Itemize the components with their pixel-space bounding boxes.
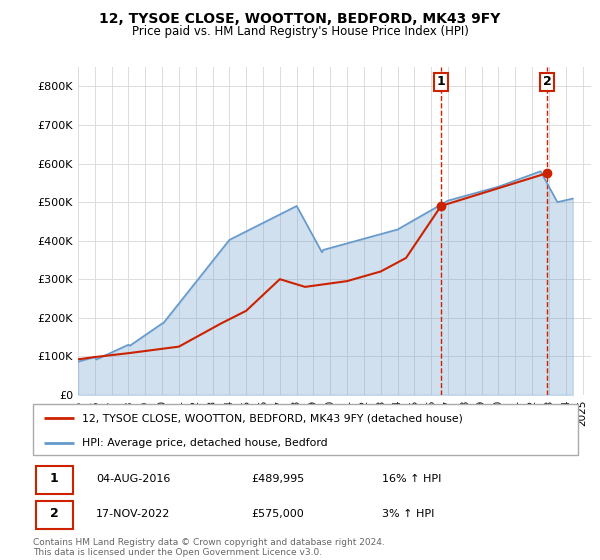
Text: 2: 2 xyxy=(50,507,59,520)
Text: 12, TYSOE CLOSE, WOOTTON, BEDFORD, MK43 9FY (detached house): 12, TYSOE CLOSE, WOOTTON, BEDFORD, MK43 … xyxy=(82,413,463,423)
Text: 16% ↑ HPI: 16% ↑ HPI xyxy=(382,474,442,484)
Text: Price paid vs. HM Land Registry's House Price Index (HPI): Price paid vs. HM Land Registry's House … xyxy=(131,25,469,38)
Text: HPI: Average price, detached house, Bedford: HPI: Average price, detached house, Bedf… xyxy=(82,437,328,447)
Bar xyxy=(36,466,73,494)
Text: 1: 1 xyxy=(437,76,445,88)
Text: 04-AUG-2016: 04-AUG-2016 xyxy=(96,474,170,484)
Bar xyxy=(36,501,73,529)
Text: 2: 2 xyxy=(542,76,551,88)
Text: 3% ↑ HPI: 3% ↑ HPI xyxy=(382,509,435,519)
Text: 17-NOV-2022: 17-NOV-2022 xyxy=(96,509,170,519)
Text: 1: 1 xyxy=(50,472,59,486)
Text: £489,995: £489,995 xyxy=(251,474,305,484)
Text: Contains HM Land Registry data © Crown copyright and database right 2024.
This d: Contains HM Land Registry data © Crown c… xyxy=(33,538,385,557)
Text: £575,000: £575,000 xyxy=(251,509,304,519)
Text: 12, TYSOE CLOSE, WOOTTON, BEDFORD, MK43 9FY: 12, TYSOE CLOSE, WOOTTON, BEDFORD, MK43 … xyxy=(100,12,500,26)
